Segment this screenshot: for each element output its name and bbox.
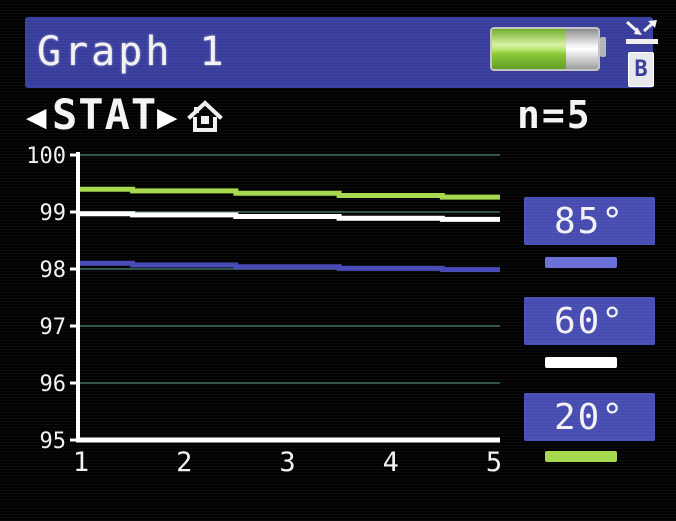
battery-terminal <box>600 37 606 57</box>
battery-level-fill <box>492 29 567 69</box>
stat-chart: 95 96 97 98 99 100 1 2 3 4 5 <box>28 144 502 478</box>
series-line-20deg <box>80 186 500 200</box>
series-swatch-20 <box>545 451 617 462</box>
series-swatch-85 <box>545 257 617 268</box>
angle-button-60[interactable]: 60° <box>524 297 655 345</box>
home-icon[interactable] <box>186 97 224 135</box>
sample-count: n=5 <box>517 93 592 137</box>
prev-screen-arrow[interactable]: ◀ <box>26 97 47 137</box>
angle-button-85-label: 85° <box>553 200 626 242</box>
b-badge: B <box>628 52 654 87</box>
y-tick-label: 96 <box>40 372 67 397</box>
next-screen-arrow[interactable]: ▶ <box>157 97 178 137</box>
y-tick-label: 98 <box>40 258 67 283</box>
angle-button-85[interactable]: 85° <box>524 197 655 245</box>
x-tick-label: 5 <box>486 447 502 478</box>
x-tick-label: 1 <box>73 447 89 478</box>
page-title: Graph 1 <box>37 29 227 75</box>
stat-mode-label: STAT <box>52 90 158 139</box>
series-line-85deg <box>80 260 500 273</box>
y-tick-label: 97 <box>40 315 67 340</box>
b-badge-label: B <box>634 56 648 82</box>
battery-indicator <box>490 27 600 71</box>
angle-button-60-label: 60° <box>553 300 626 342</box>
angle-button-20-label: 20° <box>553 396 626 438</box>
title-bar: Graph 1 B <box>25 17 658 88</box>
y-tick-label: 95 <box>40 429 67 454</box>
y-tick-label: 99 <box>40 201 67 226</box>
y-tick-label: 100 <box>28 144 66 169</box>
reflectance-arrows-icon <box>625 20 658 44</box>
series-swatch-60 <box>545 357 617 368</box>
x-tick-label: 3 <box>279 447 295 478</box>
angle-button-20[interactable]: 20° <box>524 393 655 441</box>
x-tick-label: 4 <box>383 447 399 478</box>
series-line-60deg <box>80 211 500 222</box>
x-tick-label: 2 <box>176 447 192 478</box>
